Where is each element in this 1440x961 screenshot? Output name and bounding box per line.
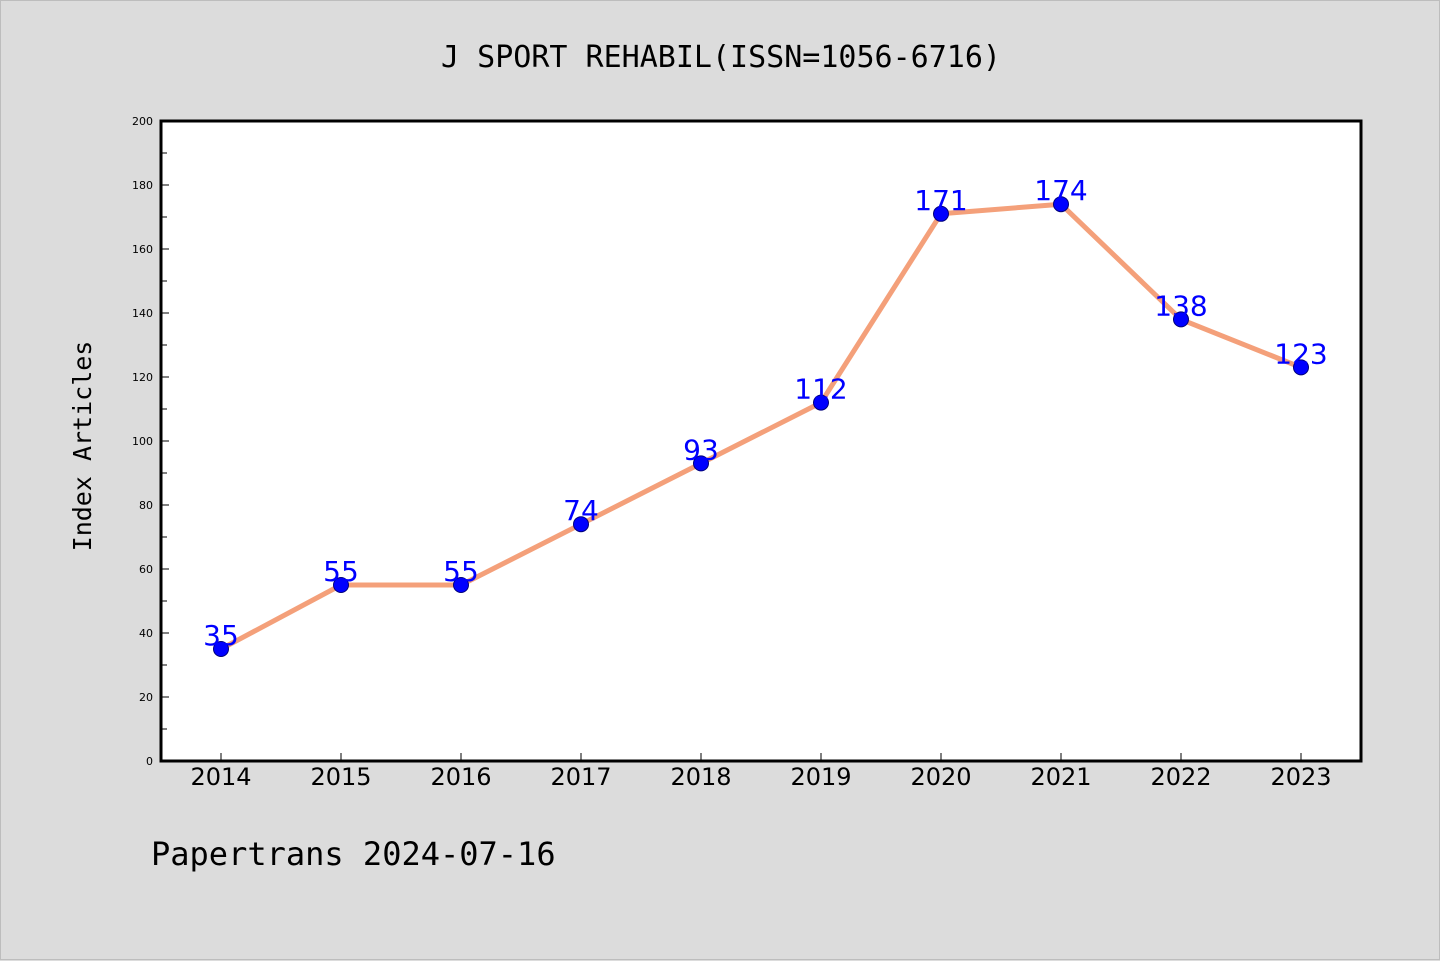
y-tick-label: 20 xyxy=(139,691,153,704)
y-tick-label: 160 xyxy=(132,243,153,256)
x-tick-label: 2023 xyxy=(1270,763,1331,791)
data-point xyxy=(213,641,229,657)
x-tick-label: 2022 xyxy=(1150,763,1211,791)
data-point xyxy=(333,577,349,593)
data-point xyxy=(1293,359,1309,376)
x-tick-label: 2021 xyxy=(1030,763,1091,791)
data-label: 74 xyxy=(563,494,599,527)
data-point xyxy=(933,205,949,222)
y-tick-label: 200 xyxy=(132,115,153,128)
data-label: 35 xyxy=(203,619,239,652)
y-tick-label: 180 xyxy=(132,179,153,192)
data-label: 171 xyxy=(914,184,967,217)
y-tick-label: 80 xyxy=(139,499,153,512)
data-label: 174 xyxy=(1034,174,1087,207)
y-tick-label: 0 xyxy=(146,755,153,768)
x-tick-label: 2020 xyxy=(910,763,971,791)
series-line xyxy=(218,201,1304,652)
data-label: 138 xyxy=(1154,289,1207,322)
data-point xyxy=(1053,196,1069,213)
x-tick-label: 2014 xyxy=(190,763,251,791)
y-tick-label: 120 xyxy=(132,371,153,384)
x-tick-label: 2018 xyxy=(670,763,731,791)
y-axis-label: Index Articles xyxy=(68,341,97,552)
plot-area xyxy=(161,121,1361,761)
data-label: 112 xyxy=(794,373,847,406)
x-tick-label: 2015 xyxy=(310,763,371,791)
plot-border xyxy=(159,119,1363,763)
y-tick-label: 100 xyxy=(132,435,153,448)
data-point xyxy=(813,394,829,411)
data-label: 93 xyxy=(683,433,719,466)
data-label: 123 xyxy=(1274,337,1327,370)
x-tick-label: 2016 xyxy=(430,763,491,791)
data-labels: 35 55 55 74 93 112 171 174 138 123 xyxy=(203,174,1328,652)
data-point xyxy=(573,516,589,533)
x-axis-ticks: 2014 2015 2016 2017 2018 2019 2020 2021 2022 2023 xyxy=(190,753,1332,791)
data-point xyxy=(453,577,469,593)
data-point xyxy=(1173,311,1189,328)
x-tick-label: 2019 xyxy=(790,763,851,791)
data-label: 55 xyxy=(323,555,359,588)
y-tick-label: 60 xyxy=(139,563,153,576)
y-tick-label: 140 xyxy=(132,307,153,320)
y-tick-label: 40 xyxy=(139,627,153,640)
footer-credit: Papertrans 2024-07-16 xyxy=(151,835,556,873)
chart-title: J SPORT REHABIL(ISSN=1056-6716) xyxy=(441,40,1001,75)
x-tick-label: 2017 xyxy=(550,763,611,791)
data-points xyxy=(213,196,1309,657)
data-point xyxy=(693,455,709,472)
data-label: 55 xyxy=(443,555,479,588)
